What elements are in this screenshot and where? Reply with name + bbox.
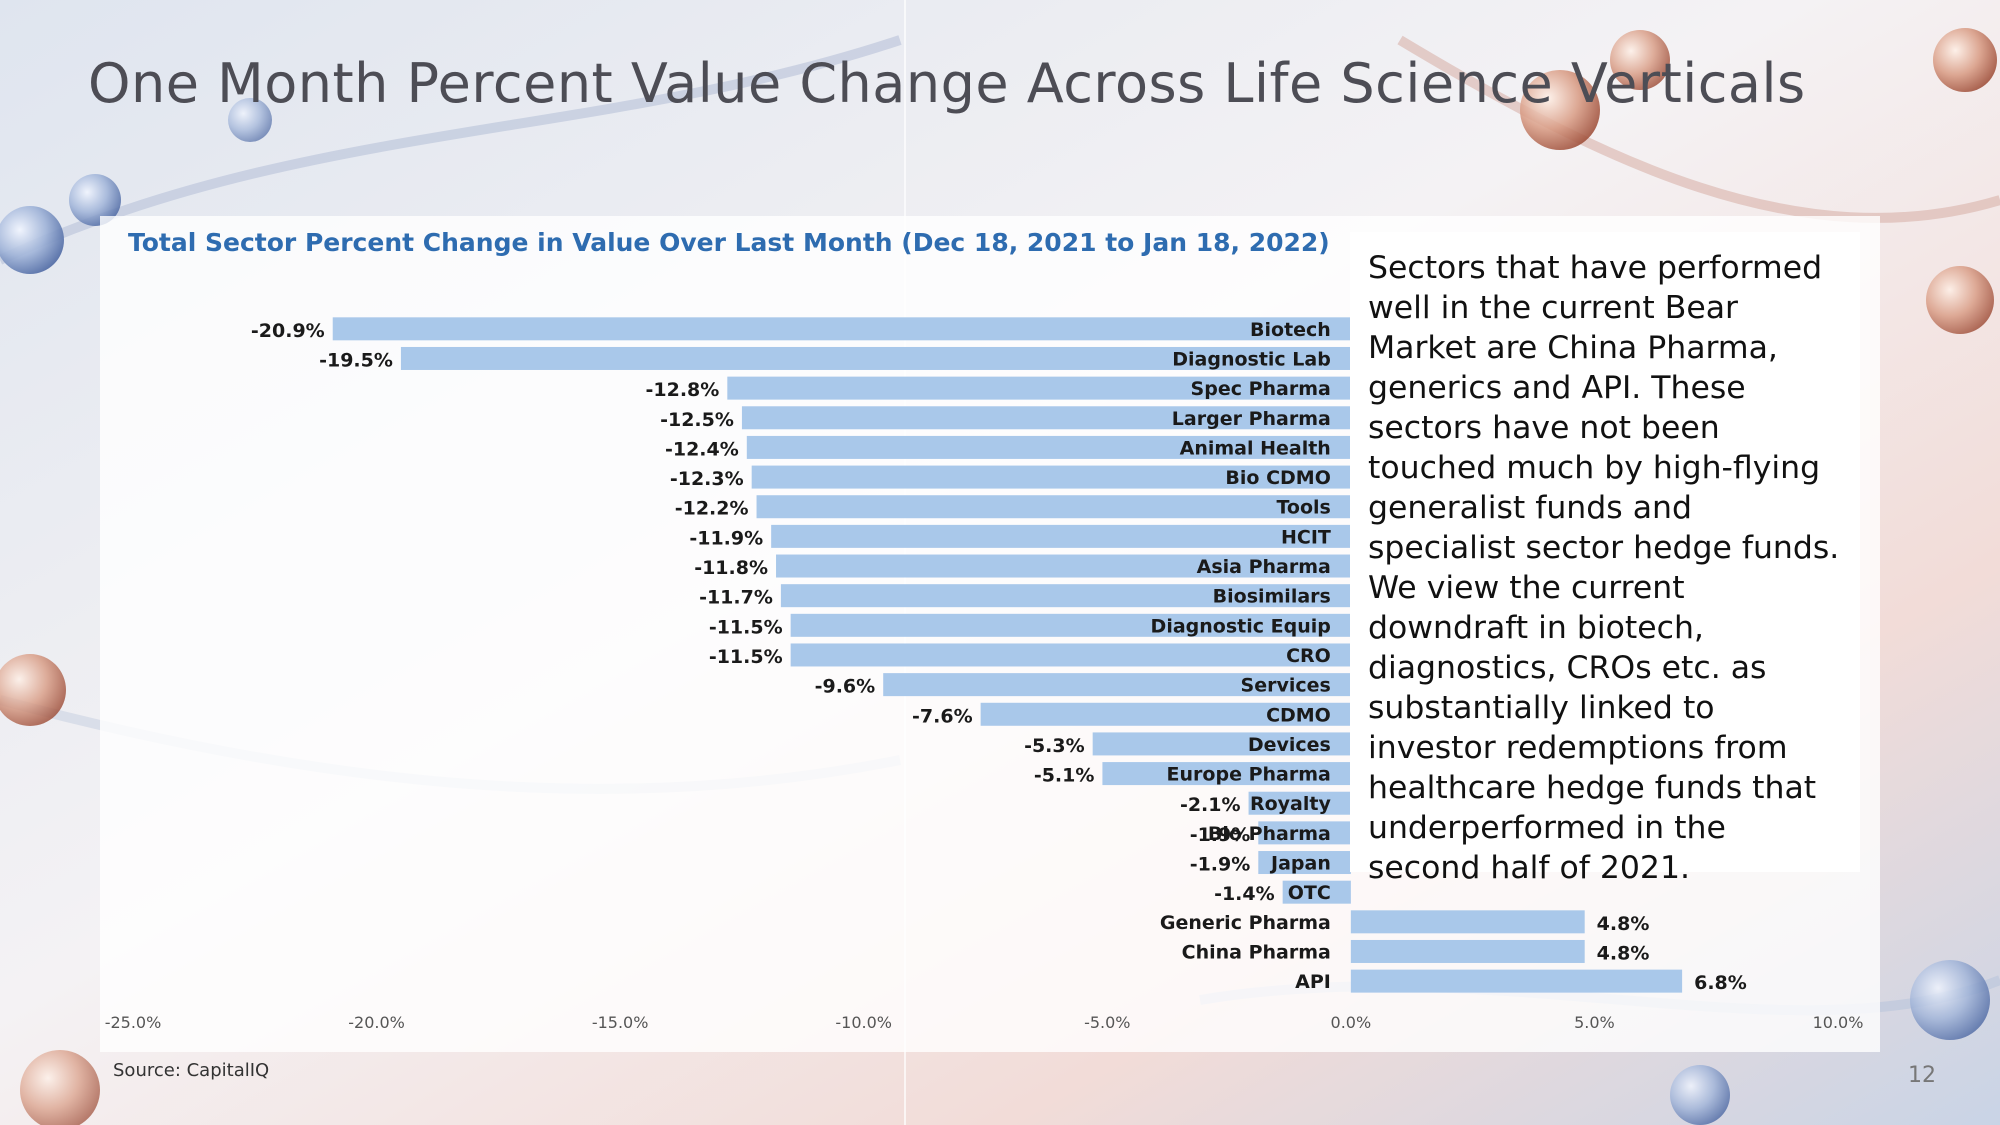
value-label-api: 6.8% [1694,972,1747,994]
category-label-cro: CRO [1286,645,1331,667]
value-label-larger-pharma: -12.5% [660,409,734,431]
bar-diagnostic-lab [400,346,1351,370]
bar-bio-pharma [1258,821,1351,845]
value-label-royalty: -2.1% [1180,794,1241,816]
category-label-china-pharma: China Pharma [1182,941,1331,963]
bar-japan [1258,851,1351,875]
bar-otc [1282,880,1351,904]
value-label-services: -9.6% [815,676,876,698]
bar-bio-cdmo [751,465,1351,489]
value-label-hcit: -11.9% [689,527,763,549]
category-label-biosimilars: Biosimilars [1213,586,1331,608]
value-label-europe-pharma: -5.1% [1034,765,1095,787]
category-label-devices: Devices [1248,734,1331,756]
page-number: 12 [1908,1063,1936,1088]
value-label-spec-pharma: -12.8% [646,379,720,401]
category-label-japan: Japan [1269,853,1331,875]
category-label-generic-pharma: Generic Pharma [1160,912,1331,934]
category-label-otc: OTC [1288,882,1331,904]
value-label-japan: -1.9% [1190,854,1251,876]
slide-title: One Month Percent Value Change Across Li… [88,52,1806,115]
chart-title: Total Sector Percent Change in Value Ove… [128,228,1330,257]
bar-larger-pharma [741,406,1351,430]
bar-biosimilars [780,584,1351,608]
category-label-services: Services [1241,675,1331,697]
value-label-biotech: -20.9% [251,320,325,342]
x-tick-label: -10.0% [835,1013,892,1032]
bar-generic-pharma [1350,910,1585,934]
x-tick-label: -20.0% [348,1013,405,1032]
bar-api [1350,969,1683,993]
value-label-china-pharma: 4.8% [1597,942,1650,964]
category-label-europe-pharma: Europe Pharma [1167,764,1331,786]
value-label-asia-pharma: -11.8% [694,557,768,579]
bar-biotech [332,317,1351,341]
commentary-text: Sectors that have performed well in the … [1368,250,1840,886]
category-label-api: API [1295,971,1331,993]
bar-cdmo [980,702,1351,726]
bar-services [883,673,1351,697]
category-label-animal-health: Animal Health [1180,437,1331,459]
value-label-diagnostic-equip: -11.5% [709,616,783,638]
category-label-asia-pharma: Asia Pharma [1197,556,1331,578]
category-label-tools: Tools [1276,497,1330,519]
category-label-cdmo: CDMO [1266,704,1331,726]
bar-royalty [1248,791,1351,815]
category-label-diagnostic-equip: Diagnostic Equip [1151,615,1331,637]
bar-spec-pharma [727,376,1351,400]
x-tick-label: -5.0% [1084,1013,1130,1032]
category-label-larger-pharma: Larger Pharma [1172,408,1331,430]
category-label-biotech: Biotech [1250,319,1331,341]
bar-animal-health [746,435,1351,459]
x-tick-label: -25.0% [105,1013,162,1032]
category-label-diagnostic-lab: Diagnostic Lab [1172,348,1331,370]
bar-europe-pharma [1102,762,1351,786]
x-tick-label: 0.0% [1331,1013,1372,1032]
bar-tools [756,495,1351,519]
bar-asia-pharma [776,554,1351,578]
bar-china-pharma [1350,939,1585,963]
category-label-bio-cdmo: Bio CDMO [1225,467,1330,489]
x-tick-label: 10.0% [1813,1013,1864,1032]
x-tick-label: -15.0% [592,1013,649,1032]
category-label-bio-pharma: Bio Pharma [1208,823,1331,845]
bar-devices [1092,732,1351,756]
category-label-spec-pharma: Spec Pharma [1191,378,1331,400]
value-label-animal-health: -12.4% [665,438,739,460]
value-label-devices: -5.3% [1024,735,1085,757]
value-label-cro: -11.5% [709,646,783,668]
source-note: Source: CapitalIQ [113,1060,270,1081]
value-label-tools: -12.2% [675,498,749,520]
category-label-hcit: HCIT [1281,526,1331,548]
value-label-generic-pharma: 4.8% [1597,913,1650,935]
value-label-biosimilars: -11.7% [699,587,773,609]
value-label-cdmo: -7.6% [912,705,973,727]
bar-chart: Biotech -20.9% Diagnostic Lab -19.5% Spec Ph… [105,317,1864,1032]
category-label-royalty: Royalty [1250,793,1331,815]
bar-hcit [771,524,1351,548]
bar-diagnostic-equip [790,613,1351,637]
commentary-box: Sectors that have performed well in the … [1350,232,1860,886]
value-label-bio-pharma: -1.9% [1190,824,1251,846]
value-label-otc: -1.4% [1214,883,1275,905]
value-label-bio-cdmo: -12.3% [670,468,744,490]
bar-cro [790,643,1351,667]
x-tick-label: 5.0% [1574,1013,1615,1032]
value-label-diagnostic-lab: -19.5% [319,349,393,371]
